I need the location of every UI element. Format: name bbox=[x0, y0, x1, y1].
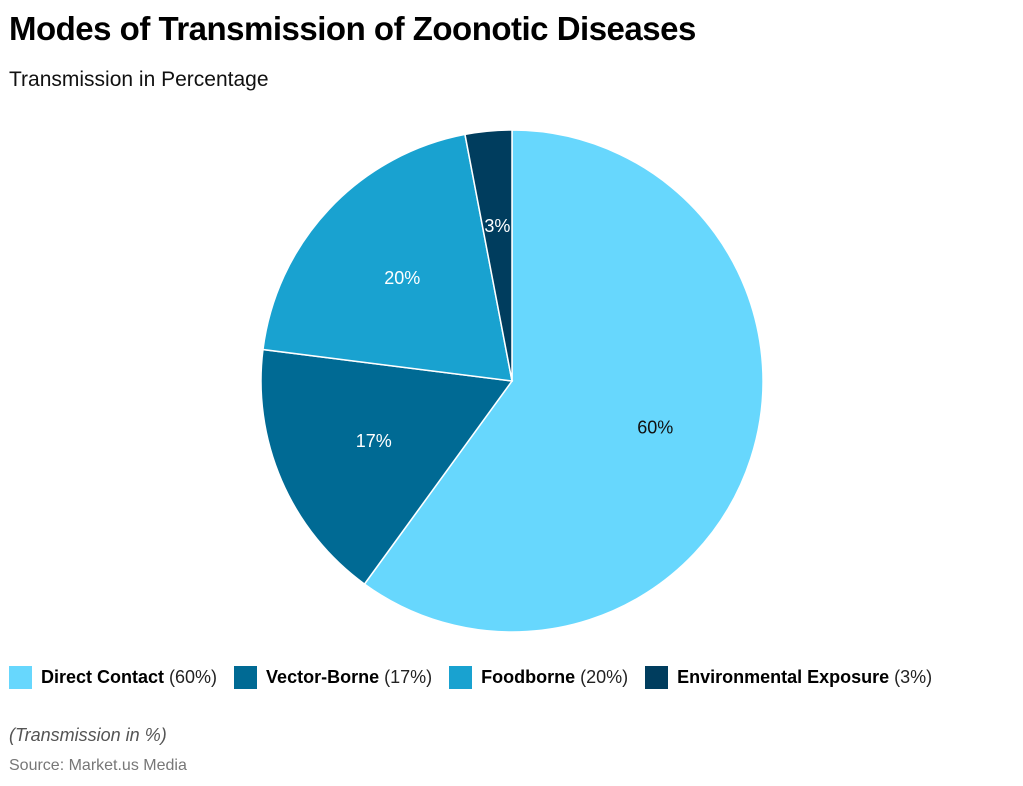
pie-slice-environmental-exposure bbox=[464, 129, 513, 382]
legend-label: Foodborne bbox=[481, 667, 576, 687]
pie-slice-vector-borne bbox=[260, 348, 514, 586]
legend-item-foodborne: Foodborne (20%) bbox=[449, 666, 628, 689]
legend-item-environmental-exposure: Environmental Exposure (3%) bbox=[645, 666, 932, 689]
pie-slice-foodborne bbox=[262, 133, 513, 382]
legend-label: Vector-Borne bbox=[266, 667, 380, 687]
legend-swatch bbox=[449, 666, 473, 689]
chart-subtitle: Transmission in Percentage bbox=[9, 68, 269, 91]
legend-swatch bbox=[234, 666, 258, 689]
pie-slices bbox=[260, 129, 764, 633]
legend-swatch bbox=[645, 666, 669, 689]
chart-title: Modes of Transmission of Zoonotic Diseas… bbox=[9, 10, 696, 47]
pie-label: 20% bbox=[384, 268, 420, 288]
legend-label: Environmental Exposure bbox=[677, 667, 890, 687]
legend-label: Direct Contact bbox=[41, 667, 165, 687]
legend-value: (17%) bbox=[384, 667, 433, 687]
legend-value: (3%) bbox=[894, 667, 933, 687]
pie-labels: 60% 17% 20% 3% bbox=[356, 216, 673, 451]
legend-item-vector-borne: Vector-Borne (17%) bbox=[234, 666, 432, 689]
pie-label: 17% bbox=[356, 431, 392, 451]
pie-label: 3% bbox=[484, 216, 510, 236]
legend-swatch bbox=[9, 666, 32, 689]
pie-label: 60% bbox=[637, 418, 673, 438]
legend-value: (20%) bbox=[580, 667, 629, 687]
pie-slice-direct-contact bbox=[363, 129, 764, 633]
legend-item-direct-contact: Direct Contact (60%) bbox=[9, 666, 217, 689]
legend: Direct Contact (60%) Vector-Borne (17%) … bbox=[9, 666, 949, 689]
chart-note: (Transmission in %) bbox=[9, 725, 167, 745]
legend-value: (60%) bbox=[169, 667, 218, 687]
chart-source: Source: Market.us Media bbox=[9, 757, 187, 774]
